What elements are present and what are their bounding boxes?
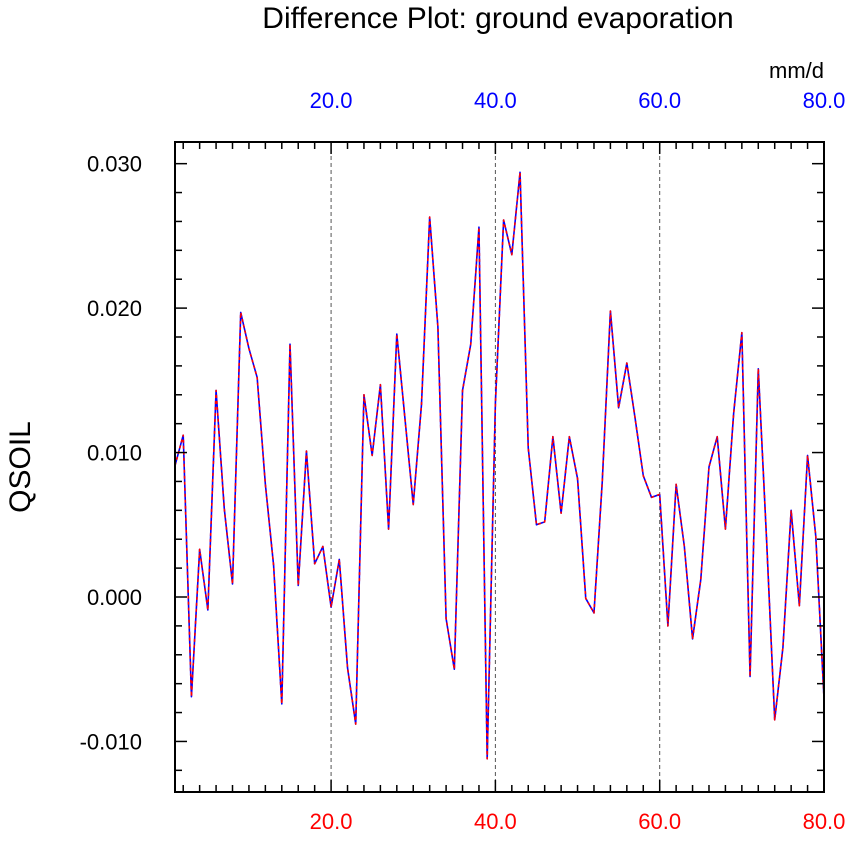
y-tick-label: 0.000 xyxy=(87,585,142,610)
x-tick-label-top: 40.0 xyxy=(474,88,517,113)
series-line-series-a xyxy=(174,171,825,760)
x-tick-label-bottom: 80.0 xyxy=(803,809,846,834)
y-tick-label: 0.030 xyxy=(87,152,142,177)
x-tick-label-top: 80.0 xyxy=(803,88,846,113)
x-tick-label-bottom: 40.0 xyxy=(474,809,517,834)
y-tick-label: -0.010 xyxy=(80,729,142,754)
axis-ticks xyxy=(175,142,825,792)
x-tick-label-top: 60.0 xyxy=(638,88,681,113)
x-tick-label-bottom: 60.0 xyxy=(638,809,681,834)
y-tick-label: 0.020 xyxy=(87,296,142,321)
tick-labels: 20.0 20.0 40.0 40.0 60.0 60.0 80.0 80.0 -0.010 0.… xyxy=(80,88,846,834)
series-lines xyxy=(174,171,825,760)
x-tick-label-top: 20.0 xyxy=(310,88,353,113)
units-label: mm/d xyxy=(769,58,824,83)
y-tick-label: 0.010 xyxy=(87,441,142,466)
plot-frame xyxy=(174,141,825,793)
chart-title: Difference Plot: ground evaporation xyxy=(262,2,733,35)
y-axis-title: QSOIL xyxy=(4,421,37,513)
series-line-series-b xyxy=(174,171,825,760)
x-tick-label-bottom: 20.0 xyxy=(310,809,353,834)
gridlines xyxy=(330,142,661,792)
